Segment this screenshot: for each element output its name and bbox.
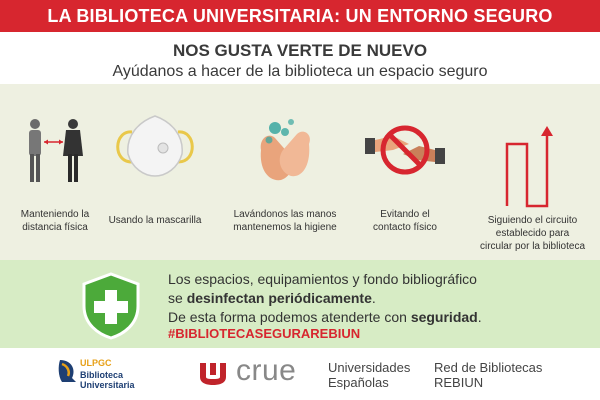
subline: Ayúdanos a hacer de la biblioteca un esp… [112,63,488,80]
crue-name: Universidades Españolas [328,360,411,390]
ulpgc-emblem-icon [58,360,76,382]
crue-wordmark: crue [236,354,297,387]
circuit-arrow-icon [505,126,553,208]
face-mask-icon [116,115,194,177]
headline: NOS GUSTA VERTE DE NUEVO [172,41,428,60]
measure-handwash: Lavándonos las manos mantenemos la higie… [230,84,340,260]
measure-circuit: Siguiendo el circuito establecido para c… [465,84,600,260]
banner-title: LA BIBLIOTECA UNIVERSITARIA: UN ENTORNO … [47,5,553,26]
subheader: NOS GUSTA VERTE DE NUEVO Ayúdanos a hace… [0,32,600,84]
measures-band: Manteniendo la distancia física Usando l… [0,84,600,260]
hand-washing-icon [260,119,310,181]
measure-distance-label: Manteniendo la distancia física [20,209,90,233]
shield-cross-icon [82,272,140,340]
top-banner: LA BIBLIOTECA UNIVERSITARIA: UN ENTORNO … [0,0,600,32]
measure-circuit-label: Siguiendo el circuito establecido para c… [479,215,586,252]
measure-no-contact-label: Evitando el contacto físico [373,209,437,233]
hashtag[interactable]: #BIBLIOTECASEGURAREBIUN [168,326,361,341]
measure-mask-label: Usando la mascarilla [108,215,202,226]
social-distance-icon [29,119,83,182]
no-contact-icon [365,125,445,175]
ulpgc-logo[interactable]: ULPGC Biblioteca Universitaria [56,358,135,390]
measure-handwash-label: Lavándonos las manos mantenemos la higie… [233,209,337,233]
footer-logos: ULPGC Biblioteca Universitaria crue Univ… [0,348,600,400]
notice-text: Los espacios, equipamientos y fondo bibl… [168,271,482,325]
disinfection-notice: Los espacios, equipamientos y fondo bibl… [0,260,600,348]
crue-emblem-icon [200,363,226,385]
measure-no-contact: Evitando el contacto físico [350,84,460,260]
rebiun-name: Red de Bibliotecas REBIUN [434,360,543,390]
measure-mask: Usando la mascarilla [105,84,205,260]
measure-distance: Manteniendo la distancia física [0,84,110,260]
